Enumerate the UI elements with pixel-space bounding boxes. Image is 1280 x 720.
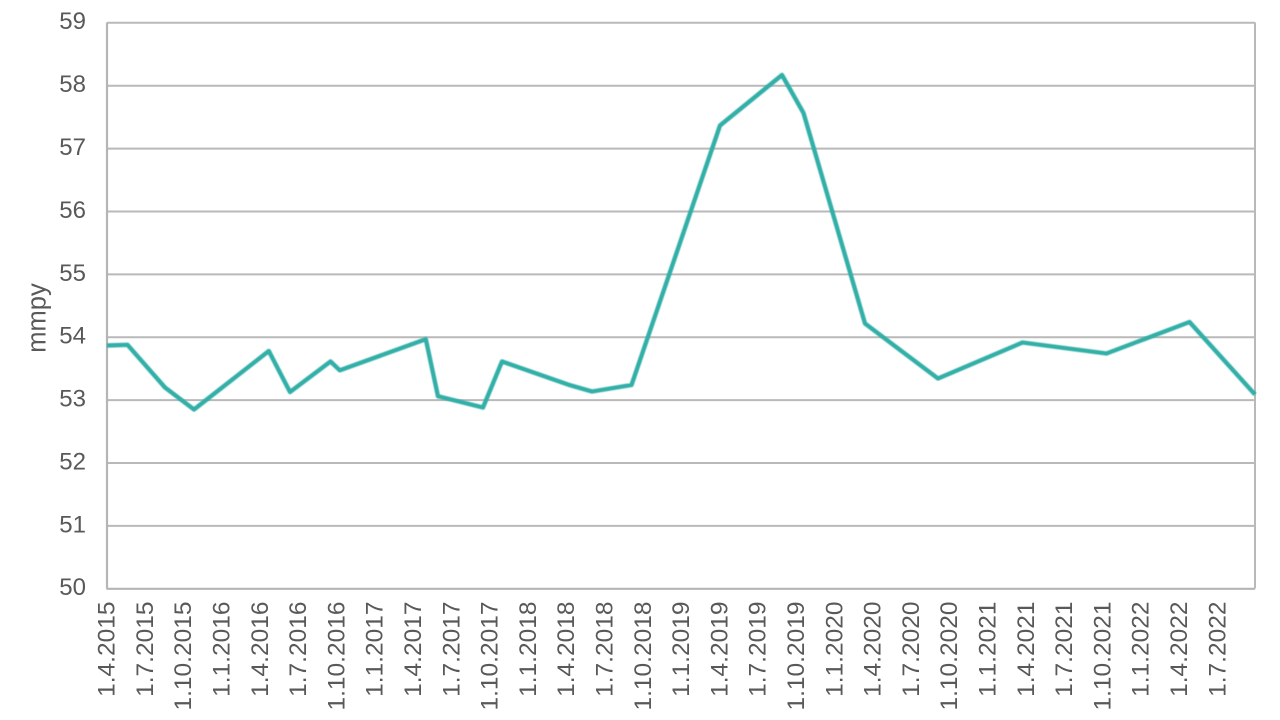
svg-text:1.4.2017: 1.4.2017 <box>400 602 427 697</box>
svg-text:55: 55 <box>59 260 86 287</box>
svg-text:1.4.2018: 1.4.2018 <box>553 602 580 697</box>
svg-text:1.10.2020: 1.10.2020 <box>936 601 963 710</box>
svg-text:1.7.2016: 1.7.2016 <box>285 602 312 697</box>
svg-text:57: 57 <box>59 134 86 161</box>
svg-text:1.10.2018: 1.10.2018 <box>630 602 657 711</box>
svg-text:1.4.2020: 1.4.2020 <box>860 602 887 697</box>
svg-text:52: 52 <box>59 448 86 475</box>
svg-text:1.10.2021: 1.10.2021 <box>1089 602 1116 711</box>
svg-text:1.1.2017: 1.1.2017 <box>362 602 389 697</box>
svg-text:1.1.2022: 1.1.2022 <box>1128 602 1155 697</box>
svg-text:50: 50 <box>59 574 86 601</box>
svg-text:1.7.2019: 1.7.2019 <box>745 602 772 697</box>
svg-text:1.1.2019: 1.1.2019 <box>668 602 695 697</box>
svg-text:1.7.2018: 1.7.2018 <box>592 602 619 697</box>
svg-text:1.10.2019: 1.10.2019 <box>783 602 810 711</box>
svg-text:1.4.2016: 1.4.2016 <box>247 602 274 697</box>
svg-text:1.1.2020: 1.1.2020 <box>821 602 848 697</box>
svg-text:1.7.2020: 1.7.2020 <box>898 602 925 697</box>
svg-text:58: 58 <box>59 71 86 98</box>
svg-text:1.7.2022: 1.7.2022 <box>1204 602 1231 697</box>
svg-text:1.10.2015: 1.10.2015 <box>170 602 197 711</box>
svg-text:1.1.2021: 1.1.2021 <box>975 602 1002 697</box>
svg-text:1.10.2016: 1.10.2016 <box>323 602 350 711</box>
svg-text:56: 56 <box>59 197 86 224</box>
svg-text:1.1.2018: 1.1.2018 <box>515 602 542 697</box>
svg-text:1.10.2017: 1.10.2017 <box>477 602 504 711</box>
svg-text:mmpy: mmpy <box>24 283 52 353</box>
svg-text:1.4.2022: 1.4.2022 <box>1166 602 1193 697</box>
svg-text:1.7.2015: 1.7.2015 <box>132 602 159 697</box>
svg-text:1.1.2016: 1.1.2016 <box>209 602 236 697</box>
svg-text:1.7.2017: 1.7.2017 <box>438 602 465 697</box>
svg-text:51: 51 <box>59 511 86 538</box>
svg-text:1.4.2019: 1.4.2019 <box>706 602 733 697</box>
svg-text:1.4.2015: 1.4.2015 <box>94 602 121 697</box>
svg-text:1.4.2021: 1.4.2021 <box>1013 602 1040 697</box>
svg-text:1.7.2021: 1.7.2021 <box>1051 602 1078 697</box>
svg-text:53: 53 <box>59 386 86 413</box>
svg-text:54: 54 <box>59 323 86 350</box>
svg-text:59: 59 <box>59 8 86 35</box>
